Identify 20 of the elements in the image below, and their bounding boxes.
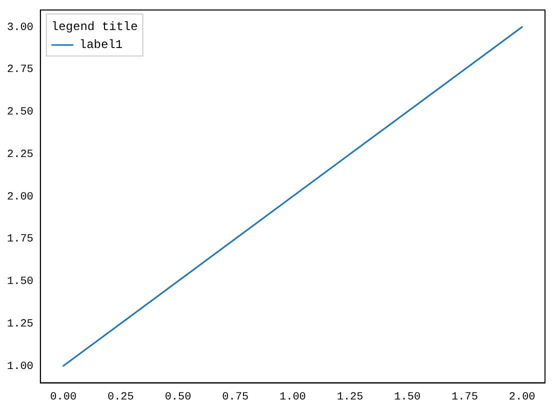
y-tick-label: 2.00	[7, 191, 34, 204]
y-tick-label: 1.00	[7, 360, 34, 373]
y-tick-label: 3.00	[7, 22, 34, 34]
x-tick-label: 1.25	[336, 391, 364, 404]
x-tick-label: 0.25	[107, 391, 134, 404]
x-tick-label: 1.75	[452, 391, 478, 404]
legend-title: legend title	[51, 20, 138, 34]
y-tick-label: 2.75	[7, 64, 34, 76]
legend-label: label1	[79, 38, 123, 52]
x-tick-label: 0.50	[164, 391, 192, 404]
y-tick-label: 2.25	[7, 148, 34, 161]
x-tick-label: 1.00	[280, 391, 306, 404]
y-tick-label: 1.75	[7, 234, 34, 246]
y-tick-label: 2.50	[7, 106, 34, 119]
x-tick-label: 2.00	[508, 391, 536, 404]
y-tick-label: 1.25	[7, 318, 34, 330]
x-tick-label: 1.50	[394, 391, 421, 404]
x-tick-label: 0.75	[222, 391, 249, 404]
x-tick-label: 0.00	[50, 391, 77, 404]
y-tick-label: 1.50	[7, 276, 34, 288]
